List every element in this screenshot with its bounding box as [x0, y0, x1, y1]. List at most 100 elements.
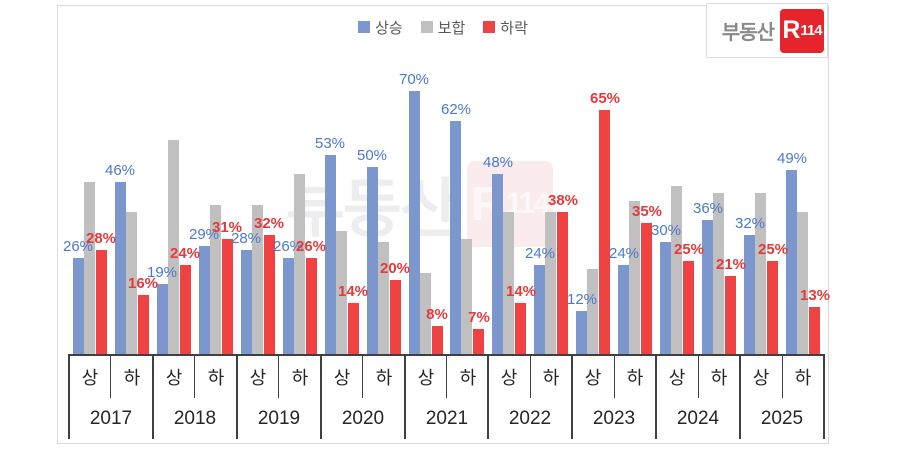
axis-tick	[194, 356, 195, 398]
bar-flat-2020-상	[335, 231, 347, 356]
axis-half-label-2025-하: 하	[794, 368, 812, 388]
label-fall-2017-하: 16%	[127, 275, 159, 292]
legend: 상승 보합 하락	[58, 16, 828, 38]
bar-rise-2023-하	[618, 265, 630, 356]
bar-fall-2017-상	[95, 250, 107, 356]
label-fall-2022-하: 38%	[547, 192, 579, 209]
label-rise-2025-상: 32%	[734, 215, 766, 232]
bar-flat-2019-하	[293, 174, 305, 356]
bar-flat-2025-하	[797, 212, 809, 356]
bar-rise-2019-하	[282, 258, 294, 356]
label-fall-2025-상: 25%	[757, 241, 789, 258]
label-fall-2025-하: 13%	[799, 287, 831, 304]
label-rise-2022-하: 24%	[524, 245, 556, 262]
bar-flat-2020-하	[377, 242, 389, 356]
axis-half-label-2017-하: 하	[123, 368, 141, 388]
axis-tick	[110, 356, 111, 398]
bar-rise-2025-상	[744, 235, 756, 356]
bar-fall-2023-하	[641, 223, 653, 356]
label-fall-2020-상: 14%	[337, 283, 369, 300]
axis-tick	[236, 356, 238, 439]
bar-fall-2017-하	[137, 295, 149, 356]
label-fall-2021-하: 7%	[468, 309, 490, 326]
label-rise-2021-하: 62%	[440, 101, 472, 118]
label-rise-2020-하: 50%	[356, 147, 388, 164]
bar-fall-2020-하	[389, 280, 401, 356]
axis-year-label-2025: 2025	[760, 407, 804, 429]
axis-year-label-2017: 2017	[89, 407, 133, 429]
bar-fall-2022-상	[515, 303, 527, 356]
bar-fall-2018-상	[179, 265, 191, 356]
axis-tick	[446, 356, 447, 398]
axis-half-label-2022-하: 하	[542, 368, 560, 388]
bar-rise-2020-상	[324, 155, 336, 356]
label-fall-2024-상: 25%	[673, 241, 705, 258]
label-fall-2018-하: 31%	[211, 219, 243, 236]
bar-flat-2024-하	[713, 193, 725, 356]
axis-year-label-2023: 2023	[592, 407, 636, 429]
bar-rise-2022-상	[492, 174, 504, 356]
bar-flat-2025-상	[755, 193, 767, 356]
legend-item-2: 하락	[483, 17, 528, 38]
bar-fall-2018-하	[221, 239, 233, 356]
label-rise-2018-상: 19%	[146, 264, 178, 281]
axis-half-label-2024-상: 상	[668, 368, 686, 388]
label-rise-2024-하: 36%	[692, 200, 724, 217]
label-rise-2023-하: 24%	[608, 245, 640, 262]
axis-tick	[698, 356, 699, 398]
label-rise-2023-상: 12%	[566, 291, 598, 308]
bar-rise-2023-상	[576, 311, 588, 356]
axis-tick	[823, 356, 825, 439]
axis-tick	[614, 356, 615, 398]
bar-fall-2020-상	[347, 303, 359, 356]
bar-flat-2018-하	[209, 205, 221, 356]
axis-half-label-2022-상: 상	[500, 368, 518, 388]
axis-tick	[487, 356, 489, 439]
axis-tick	[739, 356, 741, 439]
label-fall-2019-상: 32%	[253, 215, 285, 232]
axis-tick	[782, 356, 783, 398]
x-axis: 상 하 2017 상 하 2018 상 하 2019 상 하 2020 상 하 2021 상 하 2022 상 하 20…	[68, 354, 825, 440]
label-rise-2019-하: 26%	[272, 238, 304, 255]
bar-rise-2018-상	[156, 284, 168, 356]
bar-flat-2021-하	[461, 239, 473, 356]
axis-year-label-2019: 2019	[257, 407, 301, 429]
axis-tick	[152, 356, 154, 439]
bar-fall-2019-상	[263, 235, 275, 356]
bar-flat-2019-상	[251, 205, 263, 356]
axis-tick	[278, 356, 279, 398]
axis-year-label-2024: 2024	[676, 407, 720, 429]
bar-flat-2017-하	[125, 212, 137, 356]
label-rise-2024-상: 30%	[650, 222, 682, 239]
bar-rise-2019-상	[240, 250, 252, 356]
axis-tick	[320, 356, 322, 439]
label-fall-2018-상: 24%	[169, 245, 201, 262]
axis-half-label-2018-하: 하	[207, 368, 225, 388]
axis-half-label-2021-하: 하	[459, 368, 477, 388]
axis-year-label-2018: 2018	[173, 407, 217, 429]
bar-fall-2024-하	[725, 276, 737, 356]
bar-fall-2023-상	[599, 110, 611, 356]
bar-rise-2021-상	[408, 91, 420, 356]
axis-year-label-2022: 2022	[508, 407, 552, 429]
axis-year-label-2020: 2020	[341, 407, 385, 429]
bar-flat-2017-상	[83, 182, 95, 356]
bar-rise-2017-하	[114, 182, 126, 356]
brand-logo-box: R 114	[780, 8, 824, 53]
legend-swatch-icon	[483, 21, 496, 33]
axis-tick	[68, 356, 70, 439]
brand-logo-text: 부동산	[721, 22, 775, 44]
bar-rise-2022-하	[534, 265, 546, 356]
bar-rise-2020-하	[366, 167, 378, 356]
label-fall-2020-하: 20%	[379, 260, 411, 277]
label-fall-2024-하: 21%	[715, 256, 747, 273]
axis-half-label-2020-하: 하	[375, 368, 393, 388]
bar-fall-2025-하	[809, 307, 821, 356]
bar-flat-2022-상	[503, 212, 515, 356]
bar-flat-2021-상	[419, 273, 431, 356]
bar-fall-2019-하	[305, 258, 317, 356]
axis-year-label-2021: 2021	[425, 407, 469, 429]
bar-rise-2025-하	[786, 170, 798, 356]
axis-half-label-2019-상: 상	[249, 368, 267, 388]
bar-rise-2024-상	[660, 242, 672, 356]
